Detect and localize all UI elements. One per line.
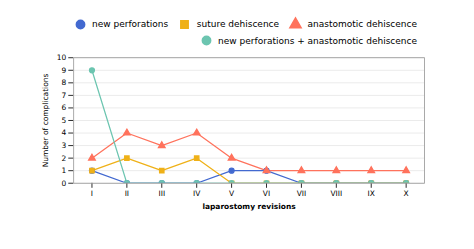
svg-text:V: V — [229, 189, 235, 198]
svg-text:1: 1 — [61, 166, 66, 175]
svg-text:0: 0 — [61, 179, 66, 188]
html-text:anastomotic dehiscence: anastomotic dehiscence — [307, 19, 417, 30]
html-text:new perforations + anastomotic: new perforations + anastomotic dehiscenc… — [218, 35, 417, 46]
svg-text:5: 5 — [61, 116, 66, 125]
svg-text:10: 10 — [57, 53, 67, 62]
svg-text:III: III — [158, 189, 165, 198]
svg-text:3: 3 — [61, 141, 66, 150]
svg-text:Number of complications: Number of complications — [41, 74, 50, 168]
svg-text:X: X — [404, 189, 409, 198]
svg-text:8: 8 — [61, 78, 66, 87]
html-text:new perforations: new perforations — [92, 19, 169, 30]
svg-text:II: II — [125, 189, 129, 198]
svg-text:laparostomy revisions: laparostomy revisions — [202, 202, 296, 211]
svg-text:IX: IX — [368, 189, 375, 198]
svg-text:7: 7 — [61, 91, 66, 100]
svg-text:4: 4 — [61, 128, 66, 137]
html-text:suture dehiscence: suture dehiscence — [196, 19, 280, 30]
svg-text:6: 6 — [61, 103, 66, 112]
svg-text:VIII: VIII — [330, 189, 342, 198]
svg-text:IV: IV — [193, 189, 201, 198]
svg-text:9: 9 — [61, 66, 66, 75]
svg-text:I: I — [91, 189, 93, 198]
svg-text:VII: VII — [297, 189, 307, 198]
svg-text:VI: VI — [263, 189, 270, 198]
svg-text:2: 2 — [61, 154, 66, 163]
